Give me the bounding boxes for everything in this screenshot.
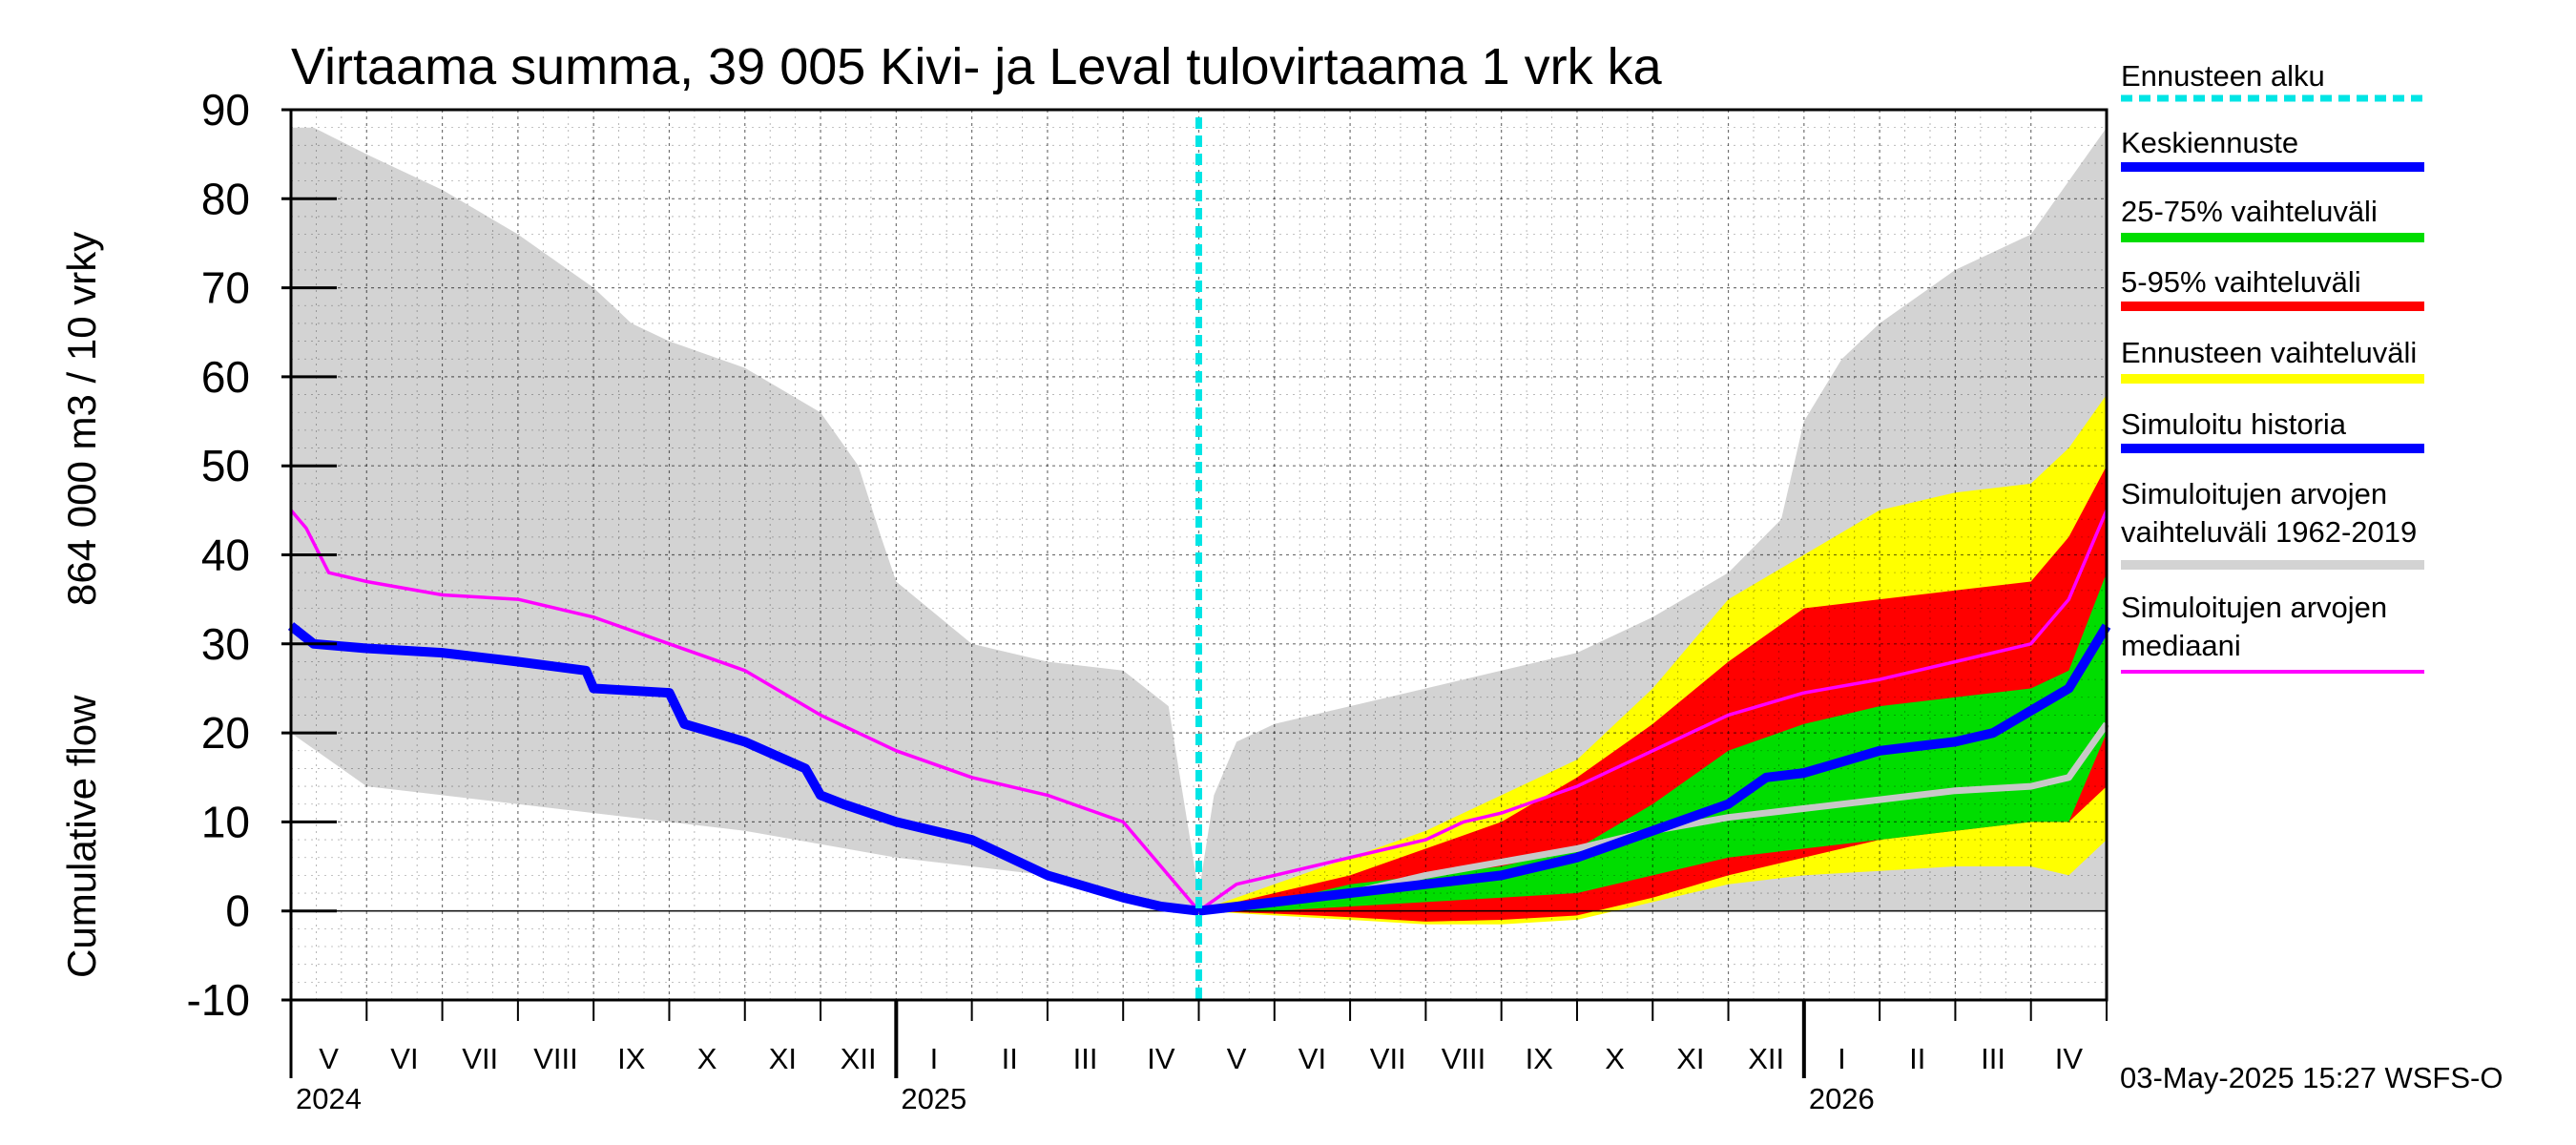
month-label: IV [1147, 1042, 1175, 1075]
year-label: 2024 [296, 1082, 362, 1115]
month-label: VI [1298, 1042, 1326, 1075]
y-tick-label: 90 [201, 85, 250, 135]
x-axis: V VI VII VIII IX X XI XII I II III IV V VI VII VIII IX X X… [289, 1000, 2108, 1115]
month-label: VII [1370, 1042, 1406, 1075]
y-axis-label: Cumulative flow 864 000 m3 / 10 vrky [59, 232, 104, 978]
y-tick-label: 30 [201, 619, 250, 669]
month-label: IX [617, 1042, 646, 1075]
month-label: XII [1748, 1042, 1784, 1075]
month-label: I [1838, 1042, 1846, 1075]
legend-entry-label: vaihteluväli 1962-2019 [2121, 515, 2417, 549]
month-label: III [1073, 1042, 1098, 1075]
month-label: V [319, 1042, 339, 1075]
y-tick-label: 80 [201, 174, 250, 223]
month-label: XII [841, 1042, 877, 1075]
y-tick-label: 10 [201, 797, 250, 846]
month-label: V [1227, 1042, 1247, 1075]
y-tick-label: 70 [201, 263, 250, 313]
month-label: III [1981, 1042, 2005, 1075]
legend-entry-label: 5-95% vaihteluväli [2121, 265, 2361, 299]
month-label: VIII [1442, 1042, 1486, 1075]
legend-entry-label: Keskiennuste [2121, 126, 2298, 159]
footer-timestamp: 03-May-2025 15:27 WSFS-O [2120, 1061, 2503, 1094]
series-simulated-history [287, 622, 1200, 916]
legend-entry-label: 25-75% vaihteluväli [2121, 195, 2378, 228]
legend: Ennusteen alku Keskiennuste 25-75% vaihtel… [2121, 59, 2424, 674]
legend-entry-label: Simuloitujen arvojen [2121, 477, 2387, 510]
month-label: XI [769, 1042, 797, 1075]
month-label: II [1909, 1042, 1925, 1075]
month-label: VII [462, 1042, 498, 1075]
month-label: IV [2055, 1042, 2084, 1075]
y-tick-label: -10 [187, 975, 250, 1025]
series-mean-forecast [1197, 623, 2111, 916]
y-tick-label: 50 [201, 441, 250, 490]
month-label: XI [1676, 1042, 1704, 1075]
year-label: 2025 [901, 1082, 966, 1115]
y-tick-label: 0 [225, 886, 250, 936]
month-label: VI [390, 1042, 418, 1075]
month-label: IX [1526, 1042, 1554, 1075]
year-label: 2026 [1809, 1082, 1875, 1115]
y-axis-ticks: -10 0 10 20 30 40 50 60 70 80 90 [187, 85, 337, 1025]
legend-entry-label: mediaani [2121, 629, 2241, 662]
legend-entry-label: Simuloitu historia [2121, 407, 2347, 441]
legend-entry-label: Simuloitujen arvojen [2121, 591, 2387, 624]
legend-entry-label: Ennusteen alku [2121, 59, 2325, 93]
y-axis-label-line2: 864 000 m3 / 10 vrky [59, 232, 104, 606]
month-label: II [1002, 1042, 1018, 1075]
month-label: X [697, 1042, 717, 1075]
y-tick-label: 20 [201, 708, 250, 758]
month-label: X [1605, 1042, 1625, 1075]
y-axis-label-line1: Cumulative flow [59, 695, 104, 978]
legend-entry-label: Ennusteen vaihteluväli [2121, 336, 2417, 369]
month-label: I [930, 1042, 939, 1075]
month-label: VIII [533, 1042, 578, 1075]
y-tick-label: 40 [201, 531, 250, 580]
plot-area [287, 108, 2111, 1002]
y-tick-label: 60 [201, 352, 250, 402]
chart-title: Virtaama summa, 39 005 Kivi- ja Leval tu… [291, 38, 1663, 95]
